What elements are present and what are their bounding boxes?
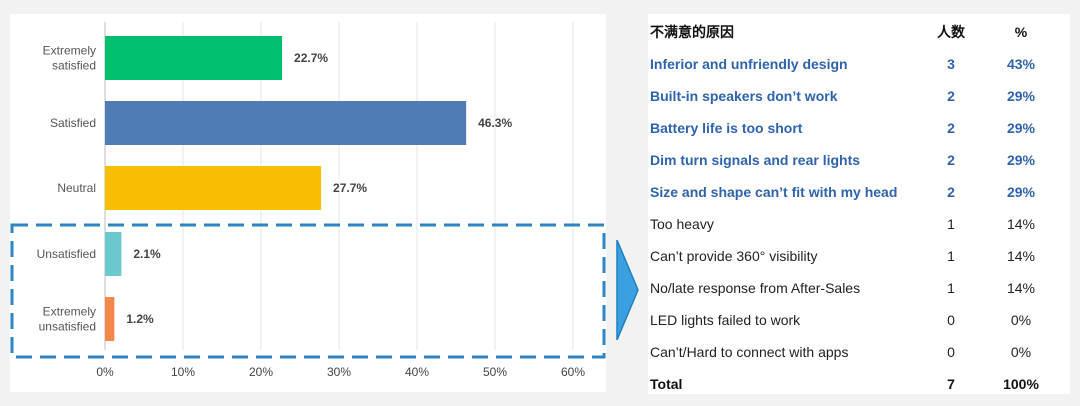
row-reason: No/late response from After-Sales xyxy=(650,280,861,296)
dissatisfaction-reasons-panel: 不满意的原因 人数 % Inferior and unfriendly desi… xyxy=(648,14,1070,394)
data-label: 1.2% xyxy=(126,312,154,326)
row-reason: Too heavy xyxy=(650,216,714,232)
data-label: 46.3% xyxy=(478,116,512,130)
header-reason: 不满意的原因 xyxy=(650,24,734,40)
category-label: unsatisfied xyxy=(39,320,96,334)
x-tick-label: 20% xyxy=(249,365,273,379)
row-count: 2 xyxy=(947,152,955,168)
bar xyxy=(105,166,322,210)
table-row: Battery life is too short 2 29% xyxy=(650,112,1060,144)
row-count: 3 xyxy=(947,56,955,72)
row-count: 2 xyxy=(947,120,955,136)
chevron-right-arrow-icon xyxy=(616,240,639,340)
x-tick-label: 10% xyxy=(171,365,195,379)
category-label: Unsatisfied xyxy=(37,247,96,261)
row-percent: 14% xyxy=(1006,280,1036,296)
row-reason: Can’t provide 360° visibility xyxy=(650,248,818,264)
row-percent: 14% xyxy=(1006,248,1036,264)
x-tick-label: 40% xyxy=(405,365,429,379)
row-count: 1 xyxy=(947,280,955,296)
table-header-row: 不满意的原因 人数 % xyxy=(650,16,1060,48)
row-reason: Inferior and unfriendly design xyxy=(650,56,848,72)
row-count: 2 xyxy=(947,88,955,104)
category-label: Extremely xyxy=(43,305,96,319)
row-percent: 29% xyxy=(1006,120,1036,136)
table-row: Dim turn signals and rear lights 2 29% xyxy=(650,144,1060,176)
dissatisfaction-reasons-table: 不满意的原因 人数 % Inferior and unfriendly desi… xyxy=(650,16,1060,400)
total-count: 7 xyxy=(947,376,955,392)
header-count: 人数 xyxy=(937,24,965,40)
satisfaction-chart-panel: 0% 10% 20% 30% 40% 50% 60% Extremely satisfied 22… xyxy=(10,14,606,392)
row-reason: Can’t/Hard to connect with apps xyxy=(650,344,849,360)
row-reason: Dim turn signals and rear lights xyxy=(650,152,861,168)
table-row: Can’t/Hard to connect with apps 0 0% xyxy=(650,336,1060,368)
row-percent: 43% xyxy=(1006,56,1036,72)
satisfaction-bar-chart: 0% 10% 20% 30% 40% 50% 60%Extremelysatisfied22… xyxy=(10,22,606,379)
category-label: Satisfied xyxy=(50,116,96,130)
x-tick-label: 60% xyxy=(561,365,585,379)
bar xyxy=(105,297,115,341)
bar xyxy=(105,101,467,145)
table-row: Can’t provide 360° visibility 1 14% xyxy=(650,240,1060,272)
category-label: Extremely xyxy=(43,44,96,58)
row-reason: LED lights failed to work xyxy=(650,312,801,328)
category-label: Neutral xyxy=(57,181,96,195)
row-percent: 0% xyxy=(1010,344,1032,360)
table-row: LED lights failed to work 0 0% xyxy=(650,304,1060,336)
row-count: 0 xyxy=(947,312,955,328)
x-tick-label: 0% xyxy=(96,365,114,379)
table-row: Too heavy 1 14% xyxy=(650,208,1060,240)
table-row: No/late response from After-Sales 1 14% xyxy=(650,272,1060,304)
row-percent: 0% xyxy=(1010,312,1032,328)
row-count: 0 xyxy=(947,344,955,360)
header-percent: % xyxy=(1014,24,1028,40)
x-tick-label: 30% xyxy=(327,365,351,379)
x-tick-label: 50% xyxy=(483,365,507,379)
category-label: satisfied xyxy=(52,59,96,73)
row-count: 1 xyxy=(947,248,955,264)
data-label: 27.7% xyxy=(333,181,367,195)
table-row: Size and shape can’t fit with my head 2 29… xyxy=(650,176,1060,208)
table-total-row: Total 7 100% xyxy=(650,368,1060,400)
data-label: 2.1% xyxy=(133,247,161,261)
row-reason: Size and shape can’t fit with my head xyxy=(650,184,898,200)
table-row: Inferior and unfriendly design 3 43% xyxy=(650,48,1060,80)
table-row: Built-in speakers don’t work 2 29% xyxy=(650,80,1060,112)
row-percent: 29% xyxy=(1006,184,1036,200)
total-percent: 100% xyxy=(1003,376,1039,392)
row-reason: Battery life is too short xyxy=(650,120,803,136)
total-label: Total xyxy=(650,376,683,392)
bar xyxy=(105,232,122,276)
row-percent: 29% xyxy=(1006,152,1036,168)
row-percent: 14% xyxy=(1006,216,1036,232)
row-count: 1 xyxy=(947,216,955,232)
row-reason: Built-in speakers don’t work xyxy=(650,88,838,104)
highlight-box xyxy=(10,223,606,359)
bar xyxy=(105,36,283,80)
data-label: 22.7% xyxy=(294,51,328,65)
row-count: 2 xyxy=(947,184,955,200)
row-percent: 29% xyxy=(1006,88,1036,104)
